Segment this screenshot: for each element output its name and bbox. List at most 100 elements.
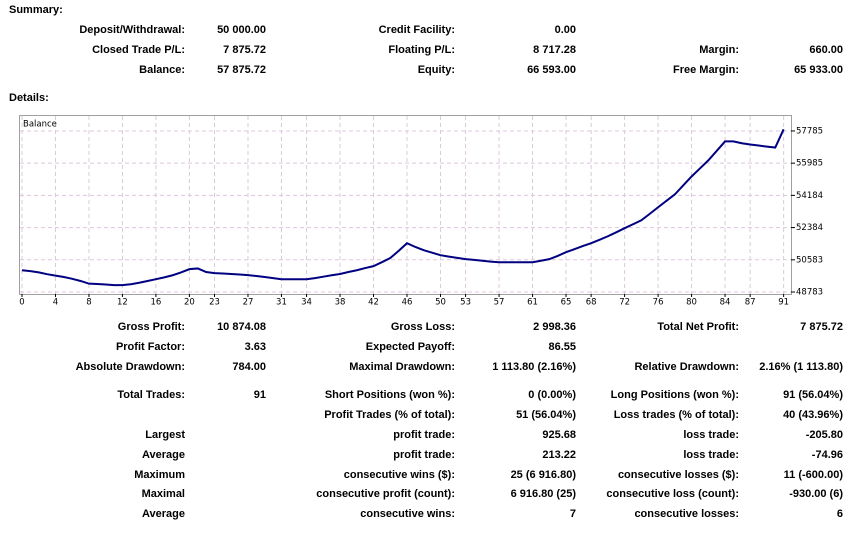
y-tick-label: 57785 [796,126,823,136]
field-value: 91 (56.04%) [783,389,843,401]
field-label: consecutive wins ($): [343,469,455,481]
x-tick-label: 12 [117,298,128,308]
field-label: profit trade: [393,449,455,461]
x-tick-label: 53 [460,298,471,308]
field-label: loss trade: [683,429,739,441]
field-value: 66 593.00 [527,64,576,76]
field-value: 50 000.00 [217,24,266,36]
field-label: Maximal [141,488,185,500]
field-value: -205.80 [805,429,843,441]
field-label: Deposit/Withdrawal: [79,24,185,36]
field-value: 6 916.80 (25) [510,488,576,500]
field-label: consecutive profit (count): [316,488,455,500]
field-label: Average [141,508,185,520]
field-label: Short Positions (won %): [324,389,455,401]
y-tick-label: 55985 [796,159,823,169]
field-value: 925.68 [542,429,576,441]
field-label: Relative Drawdown: [634,361,739,373]
x-tick-label: 8 [86,298,91,308]
field-value: 11 (-600.00) [783,469,843,481]
x-tick-label: 20 [184,298,195,308]
x-tick-label: 38 [335,298,346,308]
x-tick-label: 76 [653,298,664,308]
field-label: Maximal Drawdown: [349,361,455,373]
field-value: 6 [836,508,843,520]
field-value: 40 (43.96%) [783,409,843,421]
field-label: Closed Trade P/L: [92,44,185,56]
field-value: 8 717.28 [533,44,576,56]
y-tick-label: 52384 [796,223,823,233]
x-tick-label: 16 [150,298,161,308]
field-label: Largest [145,429,185,441]
x-tick-label: 57 [494,298,505,308]
field-label: Expected Payoff: [365,341,455,353]
x-tick-label: 84 [720,298,731,308]
field-label: Margin: [699,44,739,56]
field-value: 660.00 [809,44,843,56]
field-label: Long Positions (won %): [610,389,739,401]
x-tick-label: 27 [243,298,254,308]
field-label: Gross Loss: [390,321,455,333]
x-tick-label: 80 [686,298,697,308]
field-label: Gross Profit: [117,321,185,333]
field-label: Free Margin: [672,64,739,76]
field-label: consecutive loss (count): [606,488,739,500]
field-label: Total Trades: [117,389,185,401]
legend-label: Balance [23,120,57,130]
y-tick-label: 48783 [796,288,823,298]
field-value: 7 875.72 [800,321,843,333]
field-value: 1 113.80 (2.16%) [492,361,576,373]
field-value: 3.63 [244,341,266,353]
field-value: 86.55 [548,341,576,353]
field-label: Loss trades (% of total): [613,409,739,421]
field-value: 10 874.08 [217,321,266,333]
x-tick-label: 87 [745,298,756,308]
x-tick-label: 61 [527,298,538,308]
field-value: 0 (0.00%) [528,389,576,401]
x-tick-label: 0 [19,298,24,308]
field-value: -930.00 (6) [789,488,843,500]
balance-line [21,128,785,287]
field-value: -74.96 [811,449,843,461]
field-label: Profit Trades (% of total): [324,409,455,421]
field-value: 57 875.72 [217,64,266,76]
x-tick-label: 4 [53,298,58,308]
x-tick-label: 31 [276,298,287,308]
field-label: Equity: [417,64,455,76]
field-value: 65 933.00 [794,64,843,76]
field-label: profit trade: [393,429,455,441]
x-tick-label: 23 [209,298,220,308]
field-label: consecutive losses: [634,508,739,520]
field-value: 0.00 [554,24,576,36]
field-label: Average [141,449,185,461]
field-label: Floating P/L: [388,44,455,56]
x-tick-label: 72 [619,298,630,308]
field-label: Total Net Profit: [657,321,739,333]
y-tick-label: 54184 [796,191,823,201]
field-label: Maximum [134,469,185,481]
section-heading: Details: [9,92,49,104]
section-heading: Summary: [9,4,63,16]
field-value: 2 998.36 [533,321,576,333]
field-label: Credit Facility: [378,24,455,36]
field-value: 7 [569,508,576,520]
x-tick-label: 91 [778,298,789,308]
x-tick-label: 50 [435,298,446,308]
plot-frame [19,115,792,295]
x-tick-label: 34 [301,298,312,308]
field-label: loss trade: [683,449,739,461]
field-label: consecutive wins: [360,508,455,520]
y-tick-label: 50583 [796,255,823,265]
field-value: 7 875.72 [223,44,266,56]
field-value: 25 (6 916.80) [510,469,576,481]
x-tick-label: 42 [368,298,379,308]
field-value: 213.22 [542,449,576,461]
field-label: Profit Factor: [115,341,185,353]
x-tick-label: 68 [586,298,597,308]
field-label: consecutive losses ($): [617,469,739,481]
marks [21,128,785,287]
x-tick-label: 65 [561,298,572,308]
field-value: 51 (56.04%) [516,409,576,421]
field-label: Balance: [139,64,185,76]
